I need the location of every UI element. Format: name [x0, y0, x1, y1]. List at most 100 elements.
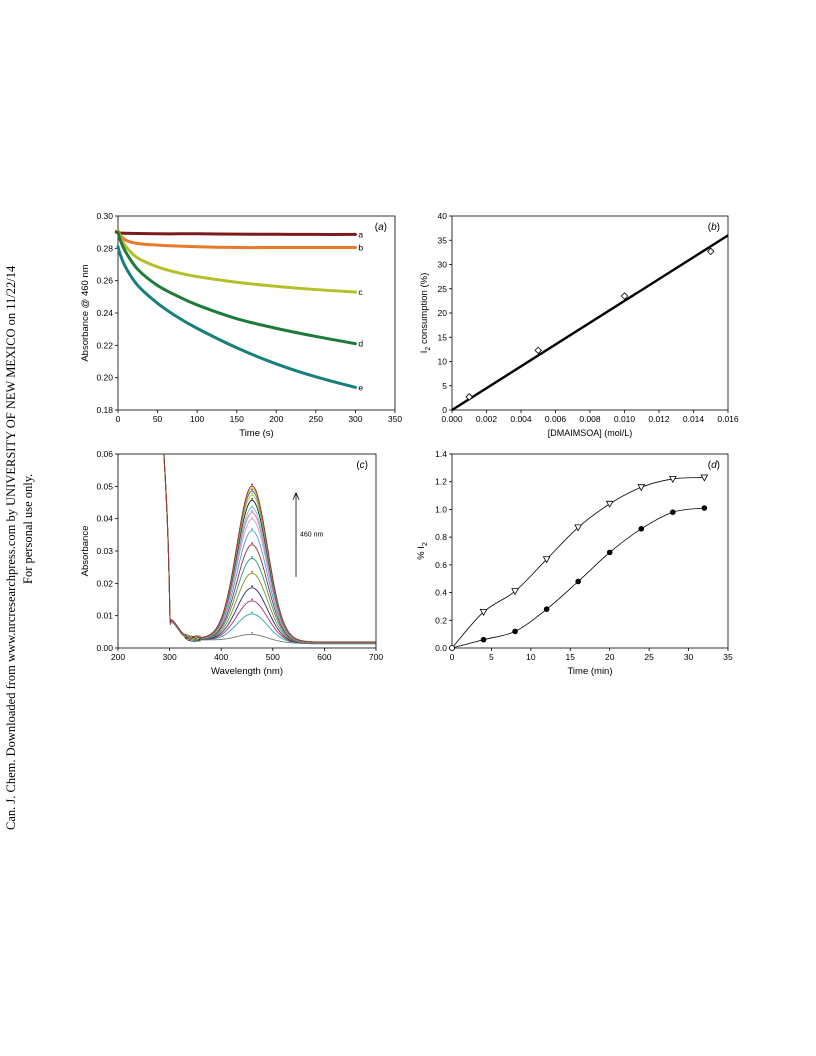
- spectrum-peak-point: [251, 483, 254, 486]
- x-tick-label: 100: [190, 414, 204, 424]
- series-label-c: c: [358, 287, 363, 297]
- x-tick-label: 50: [153, 414, 163, 424]
- x-axis-label: Wavelength (nm): [211, 666, 283, 677]
- y-tick-label: 35: [438, 235, 448, 245]
- panel-d-chart: 0 5 10 15 20 25 30 35 0.0 0.2 0.4 0.6 0.8 1.0 1.2 1.4 (d…: [416, 449, 733, 677]
- y-axis-label: % I2: [416, 542, 429, 560]
- x-tick-label: 150: [230, 414, 244, 424]
- y-tick-label: 10: [438, 357, 448, 367]
- panel-label: (a): [375, 222, 387, 233]
- x-axis-label: Time (s): [239, 428, 273, 439]
- data-point-triangle: [479, 609, 488, 616]
- x-tick-label: 250: [309, 414, 323, 424]
- y-tick-label: 0.18: [96, 405, 113, 415]
- spectrum-line: [163, 454, 376, 643]
- panel-label: (d): [708, 460, 720, 471]
- spectra-group: [163, 454, 376, 645]
- y-tick-label: 5: [442, 381, 447, 391]
- x-tick-label: 0.004: [510, 414, 532, 424]
- series-line-e: [116, 245, 357, 389]
- data-point-circle: [543, 606, 550, 612]
- y-tick-label: 15: [438, 332, 448, 342]
- y-tick-label: 0: [442, 405, 447, 415]
- data-point-triangle: [605, 500, 614, 508]
- spectrum-line: [163, 454, 376, 644]
- panel-a-chart: 0 50 100 150 200 250 300 350 0.18 0.20 0.22 0.24 0.2…: [80, 211, 402, 439]
- series-line-d: [116, 230, 357, 346]
- x-tick-label: 700: [369, 652, 383, 662]
- x-tick-label: 400: [214, 652, 228, 662]
- series-label-a: a: [358, 229, 363, 239]
- data-point-diamond: [465, 393, 474, 401]
- spectrum-peak-point: [251, 516, 254, 519]
- y-tick-label: 0.01: [96, 611, 113, 621]
- y-tick-label: 0.0: [435, 643, 447, 653]
- y-tick-label: 0.03: [96, 546, 113, 556]
- series-line-1: [451, 477, 705, 649]
- panel-label: (b): [708, 222, 720, 233]
- spectrum-peak-point: [251, 497, 254, 500]
- x-axis-label: Time (min): [567, 666, 612, 677]
- data-point-triangle: [668, 475, 677, 483]
- x-tick-label: 350: [388, 414, 402, 424]
- data-point-triangle: [637, 484, 646, 492]
- y-tick-label: 0.26: [96, 276, 113, 286]
- x-tick-label: 10: [526, 652, 536, 662]
- spectrum-peak-point: [251, 510, 254, 513]
- series-line-b: [116, 229, 357, 250]
- series-line-a: [114, 229, 357, 236]
- spectrum-peak-point: [251, 598, 254, 601]
- y-tick-label: 0.30: [96, 211, 113, 221]
- annotation-460nm: 460 nm: [300, 531, 324, 538]
- spectrum-line: [163, 454, 376, 644]
- y-tick-label: 1.4: [435, 449, 447, 459]
- spectrum-peak-point: [251, 555, 254, 558]
- x-axis-label: [DMAIMSOA] (mol/L): [548, 428, 633, 438]
- spectrum-line: [163, 454, 376, 644]
- spectrum-line: [163, 454, 376, 643]
- y-tick-label: 0.28: [96, 243, 113, 253]
- data-point-circle: [480, 636, 487, 643]
- x-tick-label: 25: [644, 652, 654, 662]
- series-line-c: [116, 229, 357, 294]
- x-tick-label: 0: [450, 652, 455, 662]
- series-label-e: e: [358, 382, 363, 392]
- data-point-circle: [638, 526, 645, 532]
- y-tick-label: 1.0: [435, 504, 447, 514]
- x-tick-label: 600: [317, 652, 331, 662]
- plot-frame: [451, 215, 729, 411]
- y-tick-label: 30: [438, 260, 448, 270]
- arrow-head: [292, 491, 300, 500]
- series-label-d: d: [358, 339, 363, 349]
- y-tick-label: 0.4: [435, 588, 447, 598]
- x-tick-label: 200: [269, 414, 283, 424]
- x-tick-label: 0.016: [717, 414, 739, 424]
- y-tick-label: 0.00: [96, 643, 113, 653]
- x-tick-label: 20: [605, 652, 615, 662]
- y-tick-label: 40: [438, 211, 448, 221]
- spectrum-line: [163, 454, 376, 644]
- panel-b-chart: 0.000 0.002 0.004 0.006 0.008 0.010 0.012 0.014…: [419, 211, 739, 438]
- y-tick-label: 0.20: [96, 373, 113, 383]
- data-point-triangle: [700, 474, 709, 482]
- spectrum-line: [163, 454, 376, 644]
- spectrum-line: [163, 454, 376, 644]
- x-tick-label: 0.012: [648, 414, 670, 424]
- y-tick-label: 1.2: [435, 477, 447, 487]
- x-tick-label: 30: [684, 652, 694, 662]
- spectrum-line: [163, 454, 376, 643]
- x-tick-label: 0.000: [441, 414, 463, 424]
- x-tick-label: 0.010: [614, 414, 636, 424]
- data-point-circle: [670, 509, 676, 515]
- x-tick-label: 300: [163, 652, 177, 662]
- x-tick-label: 0.014: [683, 414, 705, 424]
- spectrum-line: [163, 454, 376, 643]
- y-tick-label: 20: [438, 308, 448, 318]
- x-tick-label: 5: [489, 652, 494, 662]
- x-tick-label: 15: [566, 652, 576, 662]
- x-tick-label: 300: [348, 414, 362, 424]
- spectrum-line: [163, 454, 376, 643]
- spectrum-peak-point: [251, 505, 254, 508]
